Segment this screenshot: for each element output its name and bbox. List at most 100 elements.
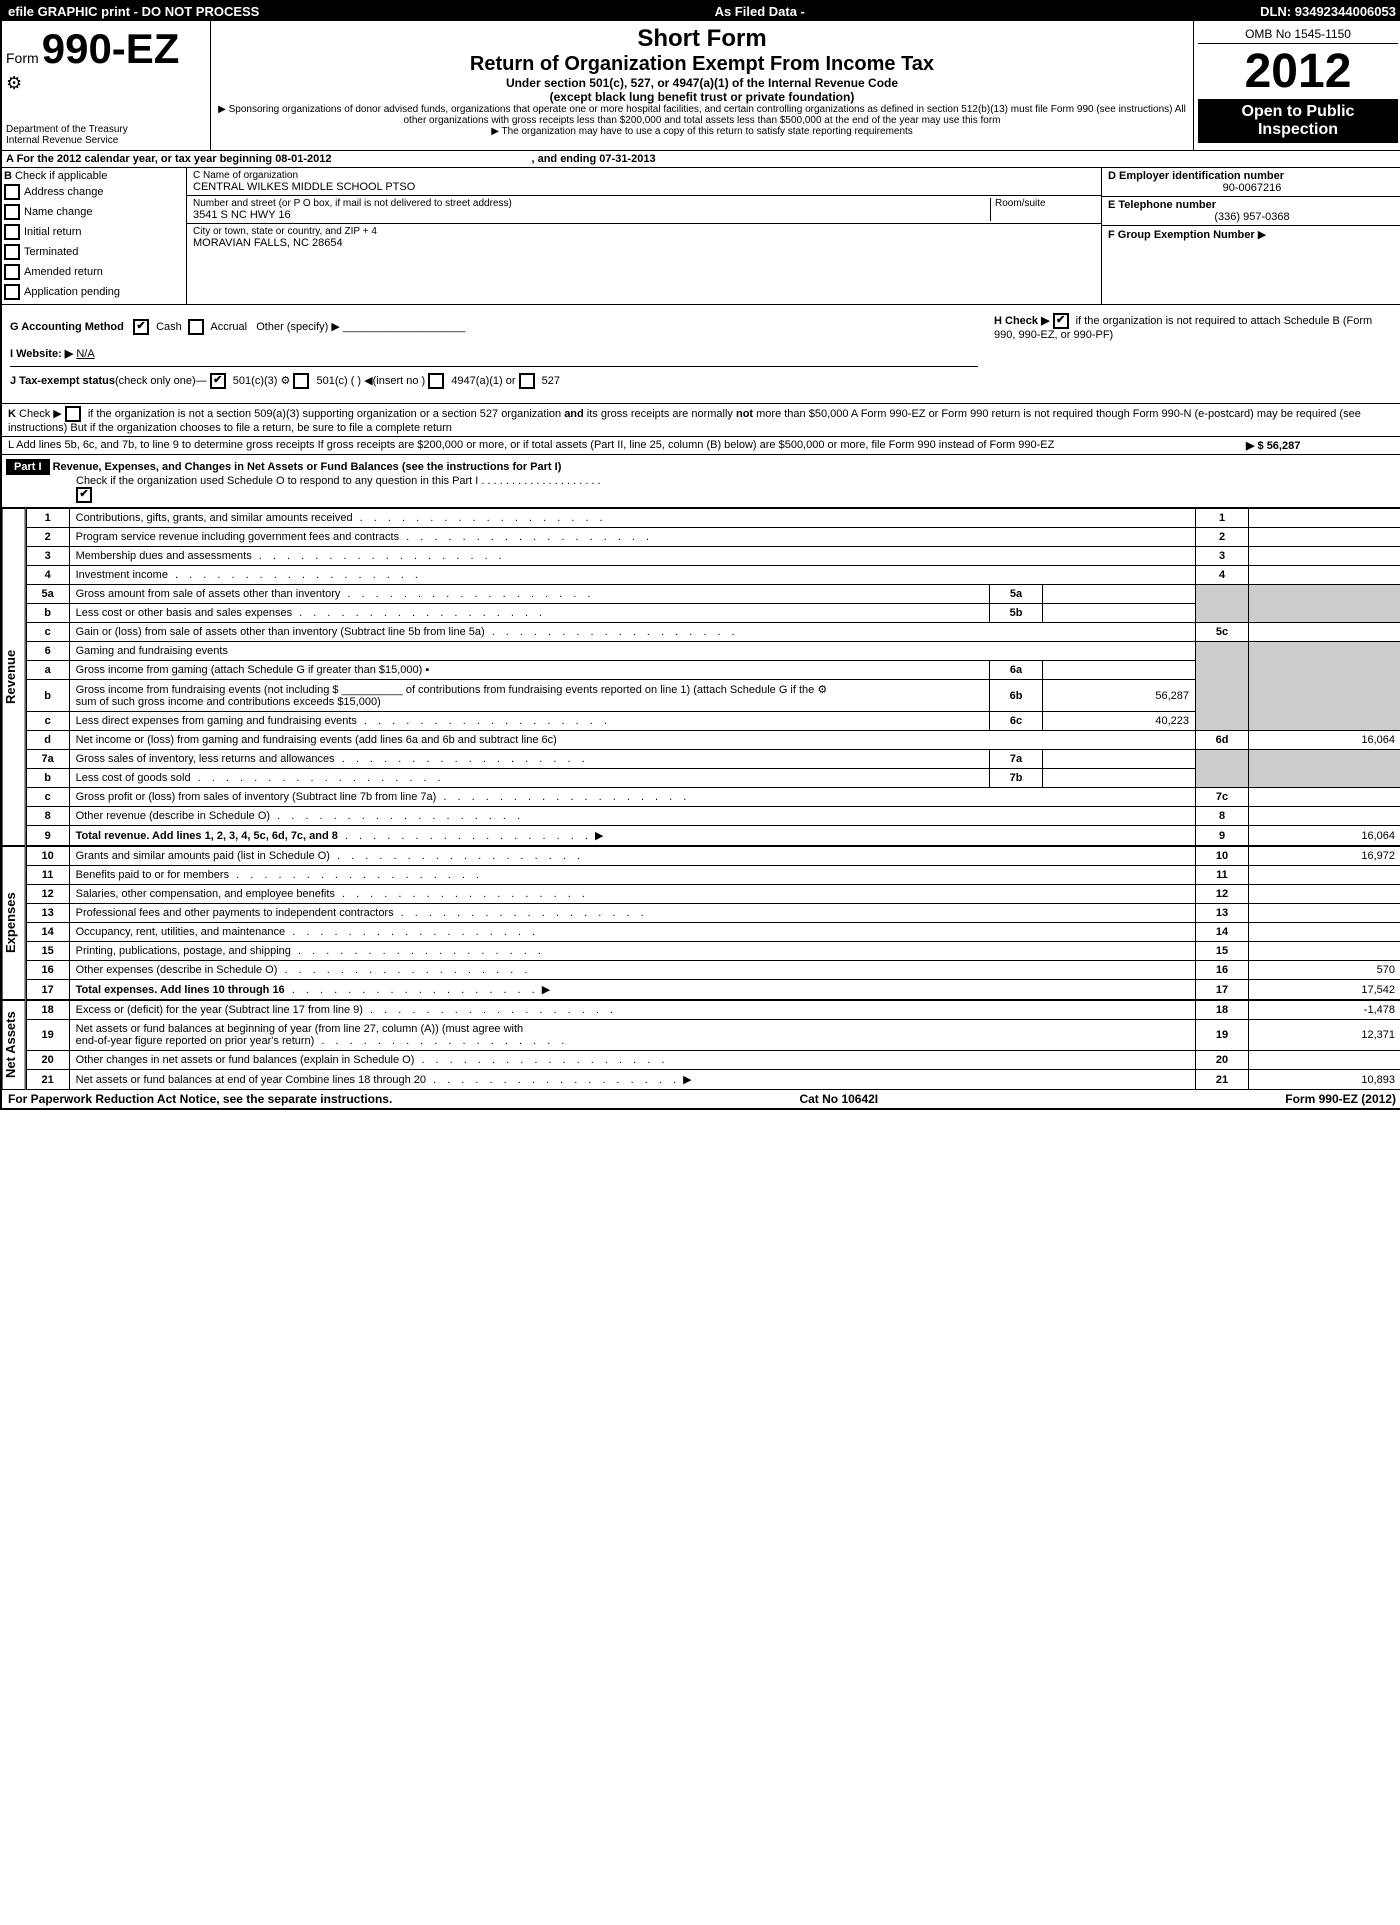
- val-6b: 56,287: [1043, 680, 1196, 712]
- line9-desc: Total revenue. Add lines 1, 2, 3, 4, 5c,…: [76, 830, 338, 842]
- f-label: F Group Exemption Number: [1108, 229, 1255, 241]
- omb-number: OMB No 1545-1150: [1198, 25, 1398, 44]
- header-center: Short Form Return of Organization Exempt…: [211, 21, 1194, 150]
- i-label: I Website: ▶: [10, 348, 73, 360]
- cb-cash[interactable]: ✔: [133, 319, 149, 335]
- l-text: L Add lines 5b, 6c, and 7b, to line 9 to…: [8, 439, 1246, 452]
- line15-desc: Printing, publications, postage, and shi…: [76, 945, 291, 957]
- irs-label: Internal Revenue Service: [6, 135, 206, 146]
- part1-title: Revenue, Expenses, and Changes in Net As…: [53, 461, 562, 473]
- cb-501c[interactable]: [293, 373, 309, 389]
- line3-desc: Membership dues and assessments: [76, 550, 252, 562]
- line5c-desc: Gain or (loss) from sale of assets other…: [76, 626, 485, 638]
- part1-check-text: Check if the organization used Schedule …: [76, 475, 601, 487]
- netassets-section: Net Assets 18Excess or (deficit) for the…: [2, 1000, 1400, 1090]
- 4947-label: 4947(a)(1) or: [451, 375, 515, 387]
- line6a-desc: Gross income from gaming (attach Schedul…: [76, 664, 423, 676]
- dln: DLN: 93492344006053: [1260, 4, 1396, 19]
- header-left: Form 990-EZ ⚙ Department of the Treasury…: [2, 21, 211, 150]
- ghi-left: G Accounting Method ✔ Cash Accrual Other…: [2, 305, 986, 403]
- revenue-side-label: Revenue: [2, 508, 26, 846]
- subtitle1: Under section 501(c), 527, or 4947(a)(1)…: [215, 76, 1189, 90]
- expenses-side-label: Expenses: [2, 846, 26, 1000]
- l-line: L Add lines 5b, 6c, and 7b, to line 9 to…: [2, 437, 1400, 455]
- row-a-text2: , and ending 07-31-2013: [531, 153, 655, 165]
- revenue-section: Revenue 1Contributions, gifts, grants, a…: [2, 508, 1400, 846]
- h-text2: if the organization is not required to a…: [994, 315, 1372, 341]
- cb-4947[interactable]: [428, 373, 444, 389]
- cb-501c3[interactable]: ✔: [210, 373, 226, 389]
- top-bar: efile GRAPHIC print - DO NOT PROCESS As …: [2, 2, 1400, 21]
- f-arrow: ▶: [1258, 229, 1266, 241]
- cash-label: Cash: [156, 321, 182, 333]
- cb-527[interactable]: [519, 373, 535, 389]
- val-6c: 40,223: [1043, 712, 1196, 731]
- short-form-label: Short Form: [215, 25, 1189, 53]
- line13-desc: Professional fees and other payments to …: [76, 907, 394, 919]
- accrual-label: Accrual: [210, 321, 247, 333]
- revenue-table: 1Contributions, gifts, grants, and simil…: [26, 508, 1400, 846]
- 501c-label: 501(c) ( ) ◀(insert no ): [316, 375, 425, 387]
- address: 3541 S NC HWY 16: [193, 209, 990, 221]
- website: N/A: [76, 348, 94, 360]
- dept-label: Department of the Treasury: [6, 124, 206, 135]
- val-19: 12,371: [1249, 1020, 1400, 1051]
- form-990ez: efile GRAPHIC print - DO NOT PROCESS As …: [0, 0, 1400, 1110]
- d-label: D Employer identification number: [1108, 170, 1396, 182]
- bullet1: Sponsoring organizations of donor advise…: [215, 104, 1189, 126]
- org-name: CENTRAL WILKES MIDDLE SCHOOL PTSO: [193, 181, 1095, 193]
- city: MORAVIAN FALLS, NC 28654: [193, 237, 1095, 249]
- as-filed: As Filed Data -: [715, 4, 805, 19]
- bullet2: The organization may have to use a copy …: [215, 126, 1189, 137]
- line6b-desc1: Gross income from fundraising events (no…: [76, 684, 339, 696]
- part1-label: Part I: [6, 459, 50, 475]
- expenses-section: Expenses 10Grants and similar amounts pa…: [2, 846, 1400, 1000]
- k-line: K Check ▶ if the organization is not a s…: [2, 404, 1400, 437]
- c-label: C Name of organization: [193, 170, 1095, 181]
- e-label: E Telephone number: [1108, 199, 1396, 211]
- netassets-table: 18Excess or (deficit) for the year (Subt…: [26, 1000, 1400, 1090]
- efile-notice: efile GRAPHIC print - DO NOT PROCESS: [8, 4, 259, 19]
- line20-desc: Other changes in net assets or fund bala…: [76, 1054, 415, 1066]
- l-value: ▶ $ 56,287: [1246, 439, 1396, 452]
- cb-amended[interactable]: Amended return: [4, 262, 184, 282]
- cb-pending[interactable]: Application pending: [4, 282, 184, 302]
- cb-address-change[interactable]: Address change: [4, 182, 184, 202]
- g-label: G Accounting Method: [10, 321, 124, 333]
- cb-part1[interactable]: ✔: [76, 487, 92, 503]
- line7b-desc: Less cost of goods sold: [76, 772, 191, 784]
- line10-desc: Grants and similar amounts paid (list in…: [76, 850, 330, 862]
- room-label: Room/suite: [995, 198, 1095, 209]
- ein: 90-0067216: [1108, 182, 1396, 194]
- check-if-label: Check if applicable: [15, 170, 107, 182]
- line1-desc: Contributions, gifts, grants, and simila…: [76, 512, 353, 524]
- cb-k[interactable]: [65, 406, 81, 422]
- main-title: Return of Organization Exempt From Incom…: [215, 53, 1189, 76]
- line4-desc: Investment income: [76, 569, 168, 581]
- entity-section: B Check if applicable Address change Nam…: [2, 168, 1400, 305]
- col-b: B Check if applicable Address change Nam…: [2, 168, 187, 304]
- subtitle2: (except black lung benefit trust or priv…: [215, 90, 1189, 104]
- j-text: (check only one)—: [115, 375, 207, 387]
- k-text: if the organization is not a section 509…: [8, 408, 1361, 434]
- cb-name-change[interactable]: Name change: [4, 202, 184, 222]
- line19-desc2: end-of-year figure reported on prior yea…: [76, 1035, 315, 1047]
- row-a: A For the 2012 calendar year, or tax yea…: [2, 151, 1400, 168]
- line6b-desc3: sum of such gross income and contributio…: [76, 696, 381, 708]
- line2-desc: Program service revenue including govern…: [76, 531, 399, 543]
- city-label: City or town, state or country, and ZIP …: [193, 226, 1095, 237]
- expenses-table: 10Grants and similar amounts paid (list …: [26, 846, 1400, 1000]
- j-label: J Tax-exempt status: [10, 375, 115, 387]
- line11-desc: Benefits paid to or for members: [76, 869, 229, 881]
- cb-accrual[interactable]: [188, 319, 204, 335]
- cb-initial-return[interactable]: Initial return: [4, 222, 184, 242]
- row-a-text1: A For the 2012 calendar year, or tax yea…: [6, 153, 331, 165]
- addr-label: Number and street (or P O box, if mail i…: [193, 198, 990, 209]
- line12-desc: Salaries, other compensation, and employ…: [76, 888, 335, 900]
- header-right: OMB No 1545-1150 2012 Open to Public Ins…: [1194, 21, 1400, 150]
- cb-h[interactable]: ✔: [1053, 313, 1069, 329]
- cb-terminated[interactable]: Terminated: [4, 242, 184, 262]
- line5b-desc: Less cost or other basis and sales expen…: [76, 607, 292, 619]
- val-18: -1,478: [1249, 1001, 1400, 1020]
- part1-header: Part I Revenue, Expenses, and Changes in…: [2, 455, 1400, 508]
